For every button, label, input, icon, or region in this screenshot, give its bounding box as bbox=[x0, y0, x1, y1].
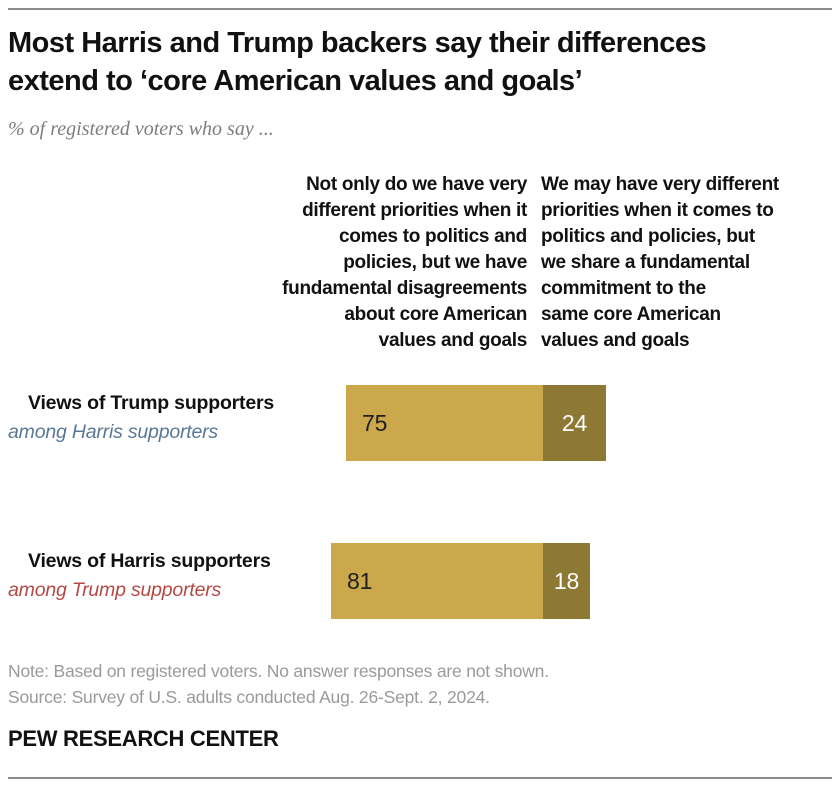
bar-value: 18 bbox=[553, 567, 580, 594]
notes-block: Note: Based on registered voters. No ans… bbox=[8, 658, 808, 710]
column-header-shared-values: We may have very different priorities wh… bbox=[541, 174, 779, 351]
note-text: Note: Based on registered voters. No ans… bbox=[8, 661, 549, 681]
row-label: Views of Trump supporters bbox=[28, 392, 275, 414]
source-text: Source: Survey of U.S. adults conducted … bbox=[8, 687, 490, 707]
footer-wordmark: PEW RESEARCH CENTER bbox=[8, 726, 279, 751]
column-header-different-values: Not only do we have very different prior… bbox=[282, 174, 527, 351]
row-label-group-harris-views: Views of Harris supporters among Trump s… bbox=[8, 547, 318, 605]
row-label: Views of Harris supporters bbox=[28, 550, 271, 572]
bar-value: 24 bbox=[561, 409, 588, 436]
bar-trump-views: 75 24 bbox=[346, 385, 606, 461]
row-sublabel: among Trump supporters bbox=[8, 579, 222, 601]
bar-value: 81 bbox=[347, 567, 373, 594]
bar-segment-different-values: 81 bbox=[331, 543, 543, 619]
bar-harris-views: 81 18 bbox=[331, 543, 590, 619]
row-label-group-trump-views: Views of Trump supporters among Harris s… bbox=[8, 389, 318, 447]
top-divider bbox=[8, 8, 832, 10]
row-sublabel: among Harris supporters bbox=[8, 421, 218, 443]
bottom-divider bbox=[8, 777, 832, 779]
bar-segment-shared-values: 18 bbox=[543, 543, 590, 619]
page-title: Most Harris and Trump backers say their … bbox=[8, 27, 707, 97]
chart-subtitle: % of registered voters who say ... bbox=[8, 118, 274, 140]
bar-segment-different-values: 75 bbox=[346, 385, 543, 461]
bar-segment-shared-values: 24 bbox=[543, 385, 606, 461]
bar-value: 75 bbox=[362, 409, 388, 436]
